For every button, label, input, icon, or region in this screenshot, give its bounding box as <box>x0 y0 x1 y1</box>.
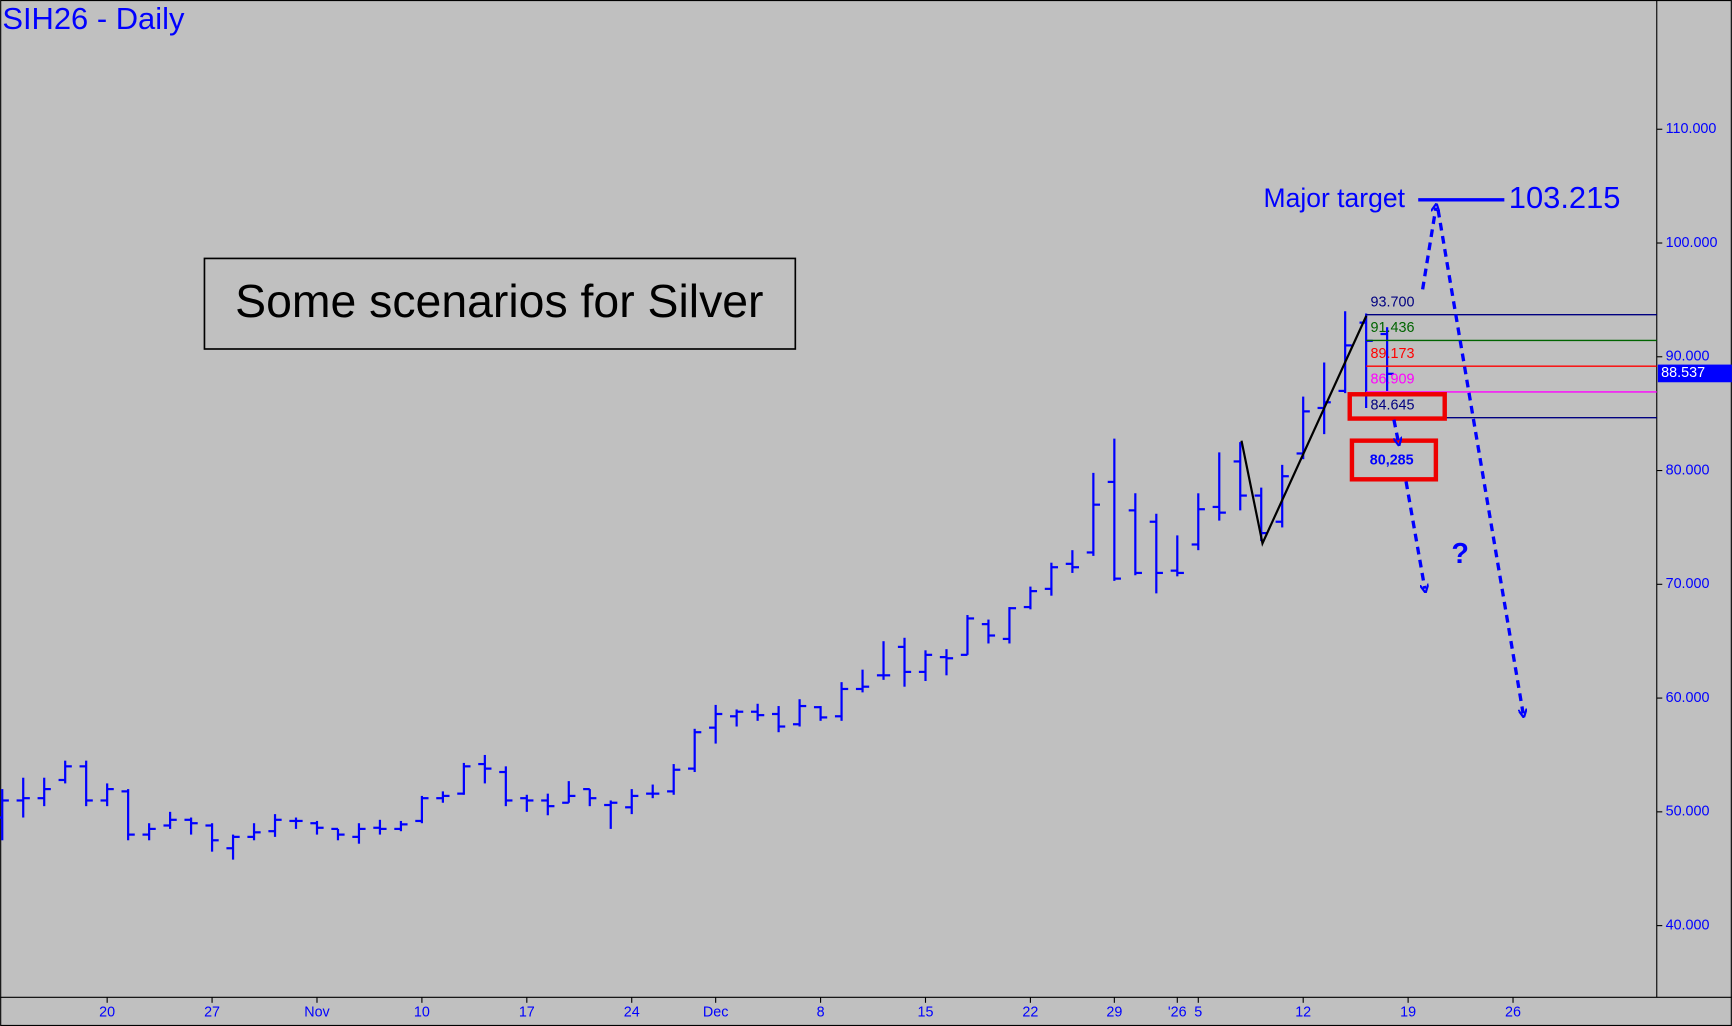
target-value: 103.215 <box>1509 180 1621 215</box>
x-tick-label: 12 <box>1295 1005 1311 1021</box>
scenario-arrow <box>1436 209 1523 714</box>
x-tick-label: Dec <box>703 1005 729 1021</box>
level-box <box>1347 392 1447 421</box>
x-tick-label: 24 <box>624 1005 640 1021</box>
y-tick-label: 40.000 <box>1666 917 1710 933</box>
scenario-arrow <box>1392 419 1398 442</box>
alt-target-label: 80,285 <box>1370 452 1414 468</box>
y-tick-label: 110.000 <box>1666 121 1717 137</box>
scenario-arrow <box>1404 481 1425 589</box>
y-tick-label: 60.000 <box>1666 690 1710 706</box>
x-tick-label: 17 <box>519 1005 535 1021</box>
level-label: 86.909 <box>1371 372 1415 388</box>
scenario-text: Some scenarios for Silver <box>235 275 763 327</box>
y-tick-label: 70.000 <box>1666 576 1710 592</box>
level-label: 91.436 <box>1371 320 1415 336</box>
scenario-box <box>203 257 797 350</box>
x-tick-label: 27 <box>204 1005 220 1021</box>
level-label: 84.645 <box>1371 397 1415 413</box>
marks: 40.000 50.000 60.000 70.000 80.000 90.000 100.… <box>0 121 1717 1021</box>
y-tick-label: 90.000 <box>1666 349 1710 365</box>
last-price-label: 88.537 <box>1661 365 1705 381</box>
y-tick-label: 80.000 <box>1666 462 1710 478</box>
level-label: 93.700 <box>1371 294 1415 310</box>
y-tick-label: 100.000 <box>1666 235 1718 251</box>
scenario-arrow <box>1420 208 1436 290</box>
x-tick-label: 10 <box>414 1005 430 1021</box>
y-tick-label: 50.000 <box>1666 804 1710 820</box>
x-tick-label: 22 <box>1022 1005 1038 1021</box>
x-tick-label: 29 <box>1106 1005 1122 1021</box>
level-label: 89.173 <box>1371 346 1415 362</box>
x-tick-label: 19 <box>1400 1005 1416 1021</box>
last-price-tag <box>1657 364 1732 383</box>
x-tick-label: 20 <box>99 1005 115 1021</box>
x-tick-label: 26 <box>1505 1005 1521 1021</box>
question-mark: ? <box>1451 538 1469 570</box>
wave-line <box>1240 315 1368 547</box>
chart-title: SIH26 - Daily <box>2 1 185 36</box>
target-text: Major target <box>1264 183 1406 213</box>
x-tick-label: '26 <box>1168 1005 1187 1021</box>
x-tick-label: 15 <box>918 1005 934 1021</box>
x-tick-label: Nov <box>304 1005 330 1021</box>
x-tick-label: 5 <box>1194 1005 1202 1021</box>
x-tick-label: 8 <box>817 1005 825 1021</box>
